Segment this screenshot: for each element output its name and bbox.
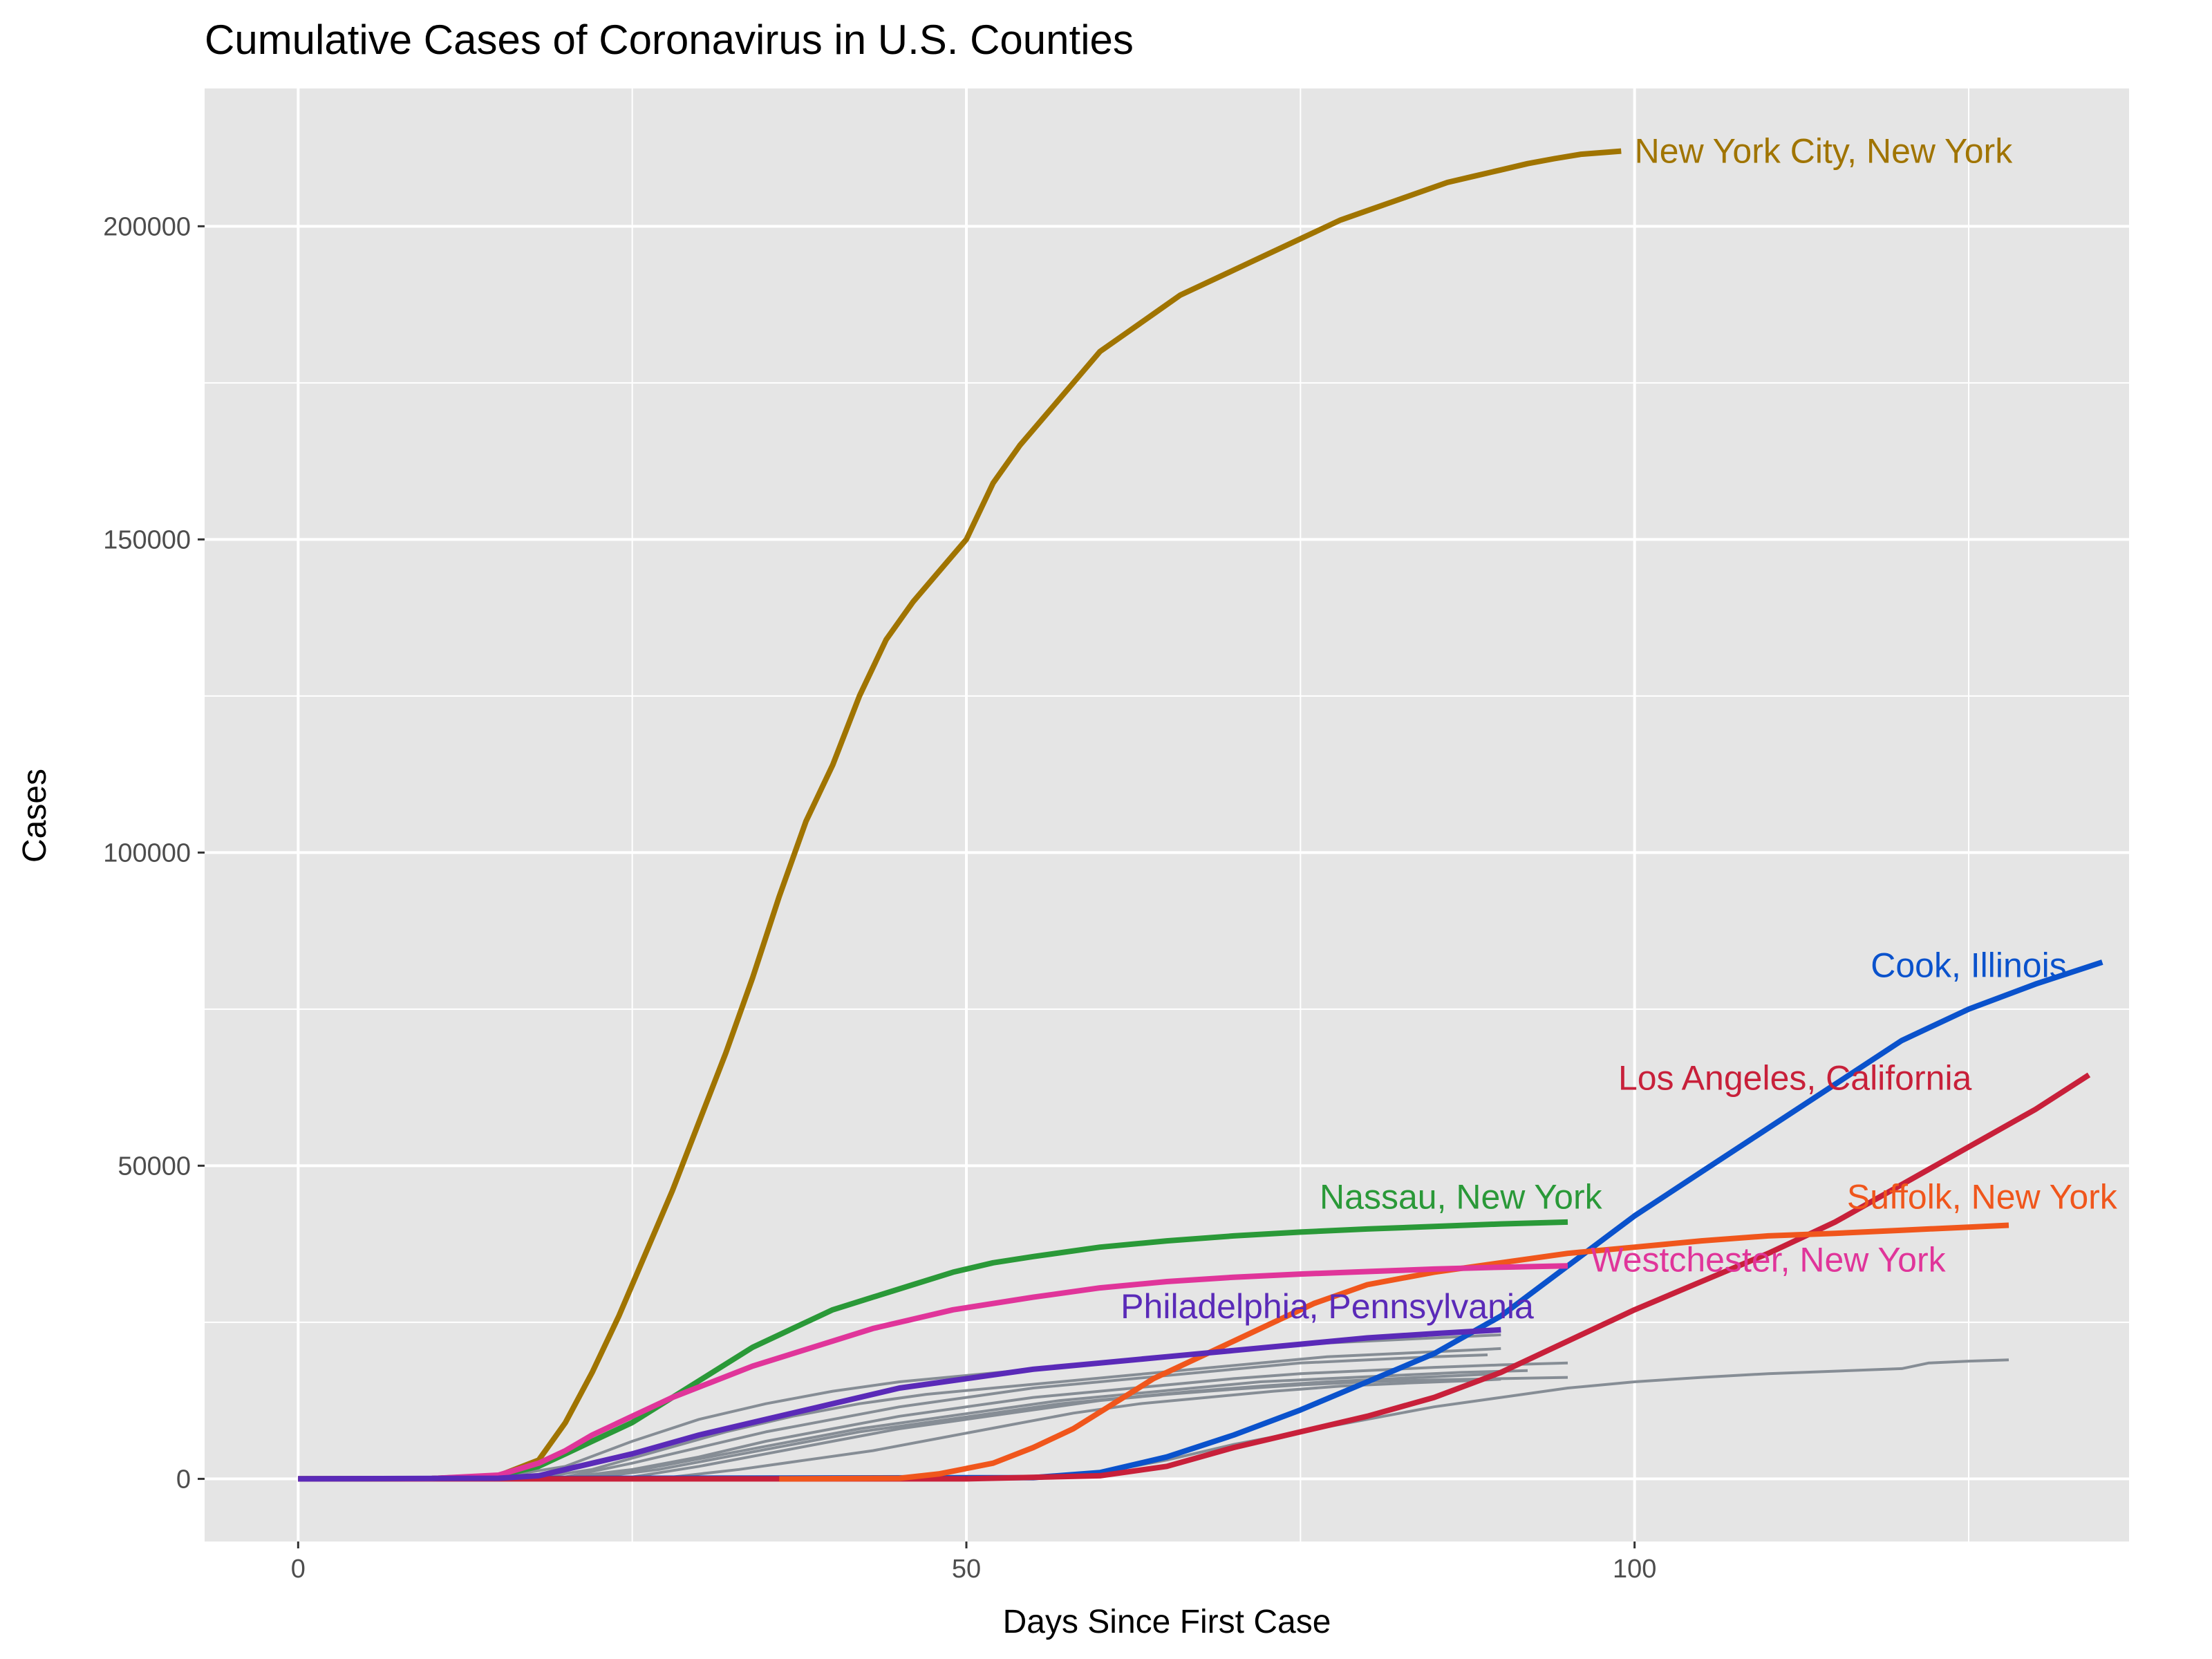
series-line-4 xyxy=(779,1222,2009,1482)
series-label: Westchester, New York xyxy=(1591,1240,1946,1279)
series-line-5 xyxy=(298,1263,1568,1482)
background-series-line xyxy=(298,1353,1488,1481)
y-tick-label: 0 xyxy=(176,1465,191,1494)
series-line-1 xyxy=(298,959,2103,1482)
series-label: New York City, New York xyxy=(1635,132,2014,171)
y-tick-label: 200000 xyxy=(103,212,191,241)
background-series-line xyxy=(298,1372,1501,1481)
series-label: Los Angeles, California xyxy=(1618,1059,1972,1098)
series-label: Suffolk, New York xyxy=(1847,1178,2118,1217)
background-series-line xyxy=(298,1376,1568,1481)
x-tick-label: 50 xyxy=(952,1555,981,1584)
highlighted-series-group xyxy=(298,148,2103,1482)
series-label: Philadelphia, Pennsylvania xyxy=(1121,1287,1534,1326)
series-line-6 xyxy=(298,1327,1501,1482)
series-label: Nassau, New York xyxy=(1320,1178,1603,1217)
minor-gridlines xyxy=(205,88,2129,1541)
plot-panel xyxy=(205,88,2129,1541)
x-axis-title: Days Since First Case xyxy=(1003,1604,1331,1640)
series-labels-group: New York City, New York Cook, Illinois Los… xyxy=(1121,132,2118,1327)
series-line-3 xyxy=(298,1219,1568,1482)
y-tick-label: 150000 xyxy=(103,525,191,554)
x-tick-label: 100 xyxy=(1613,1555,1656,1584)
y-axis-title: Cases xyxy=(17,769,53,863)
background-series-line xyxy=(298,1347,1501,1481)
background-series-line xyxy=(298,1369,1528,1481)
x-axis-ticks: 0 50 100 xyxy=(291,1541,1656,1584)
series-line-2 xyxy=(298,1072,2091,1482)
series-label: Cook, Illinois xyxy=(1871,946,2066,984)
y-tick-label: 100000 xyxy=(103,838,191,868)
y-axis-ticks: 0 50000 100000 150000 200000 xyxy=(103,212,205,1494)
chart-title: Cumulative Cases of Coronavirus in U.S. … xyxy=(205,17,1134,63)
series-line-0 xyxy=(298,148,1622,1482)
x-tick-label: 0 xyxy=(291,1555,306,1584)
y-tick-label: 50000 xyxy=(118,1152,191,1181)
background-series-line xyxy=(298,1378,1501,1481)
